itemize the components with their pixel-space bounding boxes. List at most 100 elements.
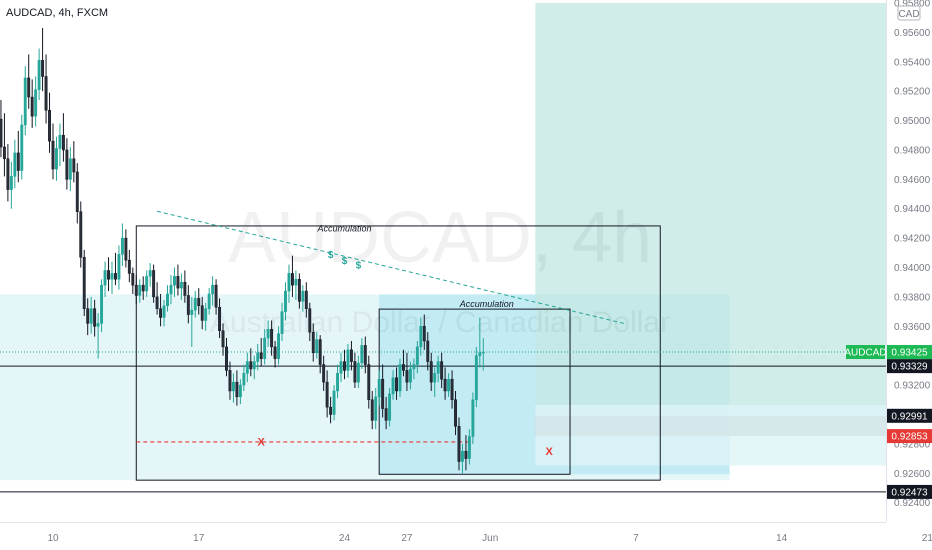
currency-label: CAD [898,9,919,20]
annotation-2: $ [328,250,334,261]
candle-body-28 [89,308,93,324]
candle-body-94 [318,339,322,365]
candle-body-61 [204,308,208,321]
candle-body-59 [197,298,201,306]
candle-body-25 [79,211,83,258]
candle-body-112 [381,378,385,409]
candle-body-84 [284,290,287,312]
candle-body-36 [117,254,121,280]
candle-body-78 [263,337,267,359]
candle-body-38 [124,237,128,261]
annotation-6: X [546,446,554,458]
annotation-0: Accumulation [316,224,371,234]
candle-body-40 [131,273,135,286]
candle-body-55 [183,281,187,296]
price-badge-label-2: 0.92991 [891,411,928,422]
accumulation-box-0 [135,225,661,481]
candle-body-56 [186,295,190,315]
annotation-3: $ [342,256,348,267]
candle-body-113 [384,408,388,421]
price-tick-label: 0.94200 [894,234,931,245]
candle-body-66 [221,330,225,348]
price-axis[interactable]: 0.95800 0.95600 0.95400 0.95200 0.95000 0.948… [886,0,932,550]
price-badge-label-4: 0.92473 [891,487,928,498]
candle-body-87 [294,279,298,286]
candle-body-77 [259,352,263,359]
candle-body-54 [179,281,183,289]
current-price-value: 0.93425 [891,348,928,359]
candle-body-111 [377,378,381,398]
price-tick-label: 0.95800 [894,0,931,10]
annotation-1: Accumulation [459,299,514,309]
candle-body-81 [273,346,277,359]
candle-body-20 [61,135,65,151]
price-tick-label: 0.93200 [894,381,931,392]
time-axis-bg [0,522,932,550]
watermark-layer: AUDCAD, 4h Australian Dollar / Canadian … [210,198,670,339]
symbol-badge-label: AUDCAD [844,348,886,359]
price-tick-label: 0.94000 [894,263,931,274]
candle-body-123 [419,326,423,348]
candle-body-99 [336,373,339,392]
candle-body-136 [464,450,468,459]
candle-body-2 [0,118,3,148]
candle-body-70 [235,381,239,398]
candle-body-76 [256,352,260,362]
time-tick-label: 21 [922,533,932,544]
candle-body-102 [346,349,350,371]
candle-body-140 [478,352,482,356]
time-tick-label: 27 [401,533,413,544]
candle-body-127 [433,373,437,383]
candle-body-110 [374,396,378,421]
time-axis[interactable]: 10172427Jun7142128Jul [0,522,932,550]
candle-body-37 [120,237,124,255]
candle-body-16 [48,110,51,142]
candle-body-125 [426,340,430,362]
candle-body-31 [100,284,104,324]
candle-body-118 [402,364,405,371]
trend-line [156,210,626,325]
candle-body-65 [218,306,222,331]
candle-body-105 [356,362,360,383]
price-badge-label-1: 0.93329 [891,362,928,373]
price-badge-3 [887,429,932,444]
zone-2 [535,3,886,416]
candle-body-23 [72,158,76,173]
candle-body-64 [214,284,218,308]
price-badge-2 [887,408,932,423]
price-badges: AUDCAD 0.93425 0.93329 0.92991 0.92853 0.9247… [844,345,932,499]
candle-body-4 [6,158,10,190]
candle-body-98 [332,390,336,415]
candle-body-93 [315,339,319,354]
price-tick-label: 0.94600 [894,175,931,186]
candle-body-120 [408,368,412,383]
candle-body-116 [395,377,398,392]
candle-body-83 [280,311,284,334]
price-tick-label: 0.95000 [894,116,931,127]
price-tick-label: 0.95400 [894,57,931,68]
candle-body-8 [20,124,24,171]
candle-body-91 [308,308,312,333]
candles-layer [0,27,485,474]
price-tick-label: 0.93800 [894,292,931,303]
currency-box[interactable] [897,5,921,21]
candle-body-11 [30,96,34,117]
candle-body-18 [55,148,58,170]
candle-body-117 [398,364,402,392]
candle-body-33 [107,270,110,280]
candle-body-41 [134,284,138,296]
candle-body-69 [231,381,235,392]
candle-body-103 [349,349,353,362]
candle-body-80 [270,328,274,348]
candle-body-109 [370,399,374,421]
candle-body-15 [44,76,48,111]
candle-body-122 [415,346,419,365]
time-tick-label: 7 [633,533,639,544]
candle-body-51 [169,284,173,295]
candle-body-47 [155,296,159,309]
candle-body-44 [145,276,149,292]
candle-body-3 [2,146,6,160]
candle-body-49 [162,305,166,318]
candle-body-73 [245,361,249,374]
